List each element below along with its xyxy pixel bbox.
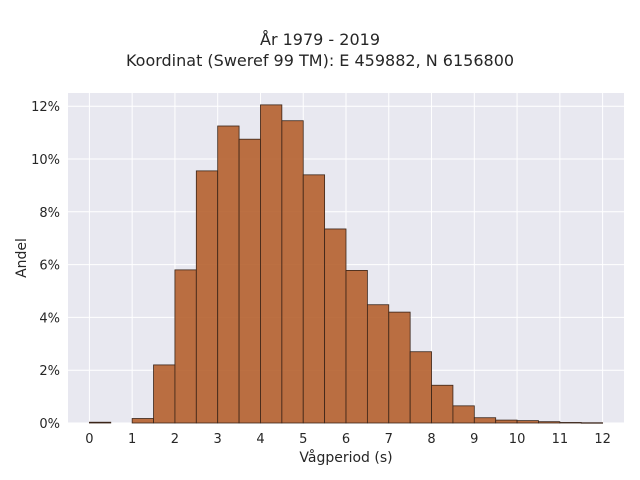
x-tick-label: 5 (299, 432, 307, 447)
y-tick-label: 0% (39, 417, 60, 432)
x-tick-label: 12 (594, 432, 611, 447)
x-tick-label: 9 (470, 432, 478, 447)
y-tick-label: 4% (39, 311, 60, 326)
y-tick-label: 10% (31, 153, 60, 168)
histogram-bar (260, 104, 283, 424)
histogram-bar (88, 421, 112, 424)
histogram-bar (409, 351, 432, 424)
y-axis-label: Andel (14, 238, 30, 278)
histogram-bar (388, 311, 411, 424)
y-tick-label: 12% (31, 100, 60, 115)
x-tick-label: 7 (385, 432, 393, 447)
x-tick-label: 2 (171, 432, 179, 447)
chart-subtitle: Koordinat (Sweref 99 TM): E 459882, N 61… (125, 51, 515, 70)
histogram-bar (217, 125, 240, 424)
x-axis-label: Vågperiod (s) (299, 449, 392, 466)
histogram-bar (516, 420, 539, 424)
x-tick-label: 1 (128, 432, 136, 447)
histogram-bar (559, 422, 582, 424)
histogram-bar (495, 419, 518, 424)
histogram-bar (580, 422, 604, 424)
histogram-bar (281, 120, 304, 424)
x-tick-label: 0 (85, 432, 93, 447)
x-tick-label: 11 (552, 432, 569, 447)
histogram-bar (538, 421, 561, 424)
x-tick-label: 4 (256, 432, 264, 447)
y-tick-label: 6% (39, 259, 60, 274)
histogram-bar (324, 228, 347, 424)
histogram-bar (473, 417, 497, 424)
histogram-bar (131, 418, 154, 424)
x-tick-label: 6 (342, 432, 350, 447)
histogram-bar (195, 170, 219, 424)
y-tick-label: 2% (39, 364, 60, 379)
bars (88, 104, 604, 424)
histogram-bar (238, 138, 261, 424)
histogram-bar (302, 174, 326, 424)
histogram-bar (174, 269, 197, 424)
x-tick-labels: 0 1 2 3 4 5 6 7 8 9 10 11 12 (85, 432, 611, 447)
y-tick-labels: 0% 2% 4% 6% 8% 10% 12% (31, 100, 60, 432)
x-tick-label: 8 (427, 432, 435, 447)
histogram-bar (366, 304, 390, 424)
x-tick-label: 10 (509, 432, 526, 447)
histogram-bar (452, 405, 475, 424)
x-tick-label: 3 (214, 432, 222, 447)
histogram-bar (153, 364, 176, 424)
histogram-bar (431, 384, 454, 424)
histogram-bar (345, 270, 368, 424)
y-tick-label: 8% (39, 206, 60, 221)
chart-title: År 1979 - 2019 (260, 30, 380, 49)
